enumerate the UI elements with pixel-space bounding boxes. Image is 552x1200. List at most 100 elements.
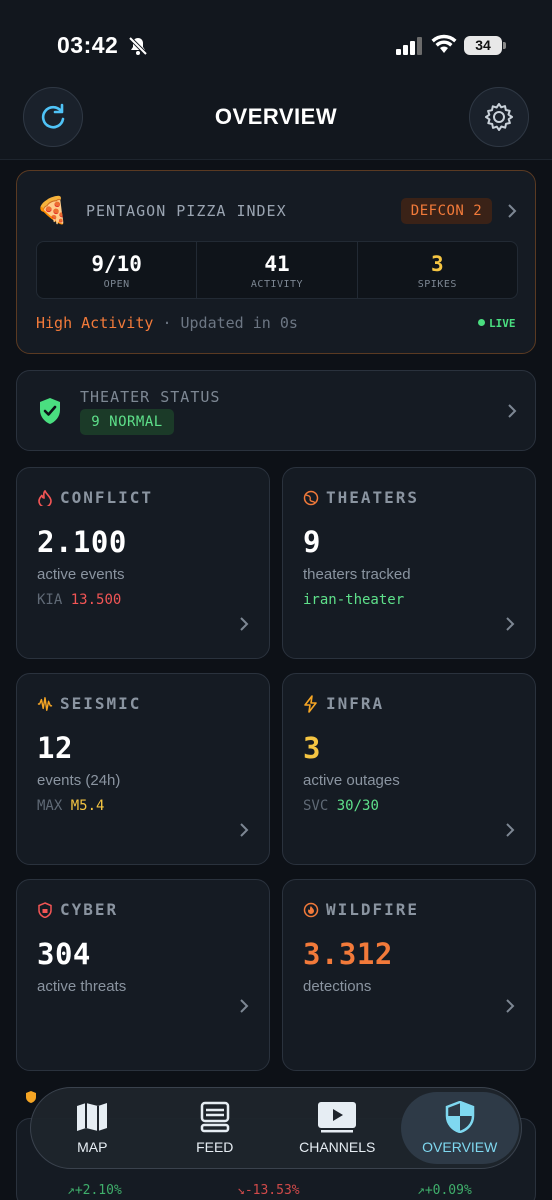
meta-value: M5.4 [70,798,105,814]
conflict-tile[interactable]: CONFLICT 2.100 active events KIA 13.500 [16,467,270,659]
status-bar: 03:42 34 [0,0,552,90]
chevron-right-icon [240,617,249,631]
seismic-tile[interactable]: SEISMIC 12 events (24h) MAX M5.4 [16,673,270,865]
tile-value: 12 [37,731,73,765]
tile-header: WILDFIRE [303,900,419,919]
stat-activity: 41 ACTIVITY [196,242,356,298]
tile-subtitle: active outages [303,772,400,789]
nav-feed[interactable]: FEED [154,1088,277,1168]
bell-muted-icon [128,36,148,56]
tile-header: INFRA [303,694,384,713]
updated-text: Updated in 0s [180,314,298,332]
live-indicator: LIVE [478,317,516,330]
tile-title: THEATERS [326,488,420,507]
bolt-shield-icon [26,1091,36,1103]
play-icon [318,1102,357,1133]
chevron-right-icon [508,404,517,418]
chevron-right-icon [506,999,515,1013]
app-header: OVERVIEW [0,87,552,160]
tile-title: INFRA [326,694,385,713]
tile-value: 304 [37,937,91,971]
pizza-stats: 9/10 OPEN 41 ACTIVITY 3 SPIKES [36,241,518,299]
stat-value: 3 [430,252,444,276]
tile-title: SEISMIC [60,694,142,713]
chevron-right-icon [506,617,515,631]
tile-title: CYBER [60,900,119,919]
tile-value: 2.100 [37,525,127,559]
nav-label: CHANNELS [299,1139,376,1155]
meta-value: iran-theater [303,592,405,608]
status-time: 03:42 [57,32,119,58]
market-change: ↗+0.09% [417,1183,472,1198]
cyber-tile[interactable]: CYBER 304 active threats [16,879,270,1071]
tile-subtitle: active events [37,566,125,583]
tile-meta: MAX M5.4 [37,798,104,814]
pizza-index-card[interactable]: 🍕 PENTAGON PIZZA INDEX DEFCON 2 9/10 OPE… [16,170,536,354]
waveform-icon [37,696,53,712]
tile-value: 3.312 [303,937,393,971]
chevron-right-icon [506,823,515,837]
activity-status: High Activity · Updated in 0s [36,314,298,332]
refresh-icon [41,103,65,129]
tile-subtitle: active threats [37,978,127,995]
separator: · [162,314,172,332]
nav-overview[interactable]: OVERVIEW [399,1088,522,1168]
wildfire-tile[interactable]: WILDFIRE 3.312 detections [282,879,536,1071]
lock-shield-icon [37,901,53,918]
map-icon [77,1103,108,1131]
meta-value: 13.500 [70,592,122,608]
bolt-icon [303,694,319,713]
stat-value: 9/10 [91,252,142,276]
live-label: LIVE [489,317,516,330]
tile-header: CYBER [37,900,118,919]
theater-status-badge: 9 NORMAL [80,409,174,435]
tile-header: CONFLICT [37,488,153,507]
shield-check-icon [40,398,60,424]
tile-meta: KIA 13.500 [37,592,121,608]
tile-header: THEATERS [303,488,419,507]
tile-meta: iran-theater [303,592,404,608]
meta-label: SVC [303,798,329,814]
stat-value: 41 [264,252,290,276]
meta-label: KIA [37,592,63,608]
tile-header: SEISMIC [37,694,141,713]
stat-label: SPIKES [417,279,457,290]
tile-meta: SVC 30/30 [303,798,379,814]
fire-icon [303,902,319,918]
infra-tile[interactable]: INFRA 3 active outages SVC 30/30 [282,673,536,865]
refresh-button[interactable] [23,87,83,147]
feed-icon [200,1101,229,1133]
signal-icon [396,37,422,55]
chevron-right-icon [240,999,249,1013]
settings-button[interactable] [469,87,529,147]
stat-label: OPEN [103,279,130,290]
tile-title: WILDFIRE [326,900,420,919]
meta-label: MAX [37,798,63,814]
nav-label: OVERVIEW [422,1139,498,1155]
shield-icon [445,1101,474,1133]
tile-title: CONFLICT [60,488,154,507]
stat-label: ACTIVITY [250,279,304,290]
tile-value: 3 [303,731,321,765]
nav-map[interactable]: MAP [31,1088,154,1168]
chevron-right-icon [240,823,249,837]
market-change: ↗+2.10% [67,1183,122,1198]
activity-level: High Activity [36,314,154,332]
bottom-nav: MAP FEED CHANNELS OVERVIEW [30,1087,522,1169]
tile-subtitle: detections [303,978,372,995]
tile-subtitle: theaters tracked [303,566,411,583]
theaters-tile[interactable]: THEATERS 9 theaters tracked iran-theater [282,467,536,659]
nav-label: FEED [196,1139,234,1155]
meta-value: 30/30 [336,798,379,814]
wifi-icon [431,34,457,53]
tile-subtitle: events (24h) [37,772,121,789]
page-title: OVERVIEW [214,104,338,129]
battery-indicator: 34 [464,36,502,55]
chevron-right-icon [508,204,517,218]
nav-channels[interactable]: CHANNELS [276,1088,399,1168]
pizza-icon: 🍕 [36,195,69,225]
theater-status-card[interactable]: THEATER STATUS 9 NORMAL [16,370,536,451]
flame-drop-icon [37,489,53,506]
pizza-index-title: PENTAGON PIZZA INDEX [86,202,287,220]
globe-icon [303,490,319,506]
